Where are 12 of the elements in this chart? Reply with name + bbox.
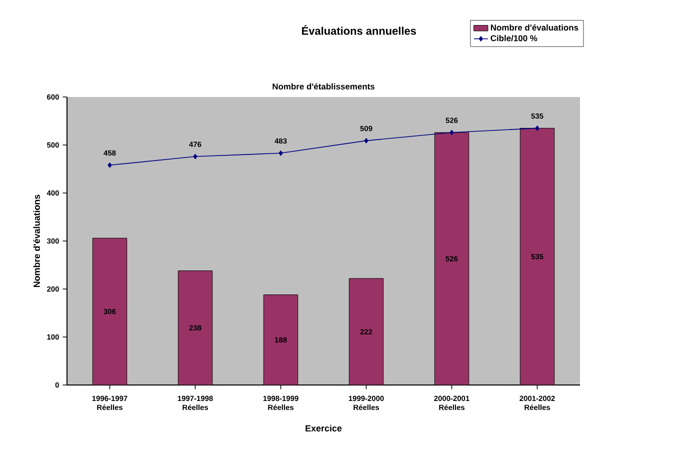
y-axis-title: Nombre d'évaluations	[33, 194, 40, 288]
point	[108, 162, 112, 168]
chart-subtitle: Nombre d'établissements	[272, 83, 374, 90]
point	[364, 138, 368, 144]
x-axis-title: Exercice	[306, 424, 342, 432]
point	[193, 154, 198, 160]
legend-label: Nombre d'évaluations	[490, 24, 578, 31]
point	[535, 126, 540, 131]
point	[450, 130, 454, 136]
point	[278, 150, 283, 156]
legend-label: Cible/100 %	[490, 34, 538, 42]
chart-title: Évaluations annuelles	[302, 24, 416, 35]
